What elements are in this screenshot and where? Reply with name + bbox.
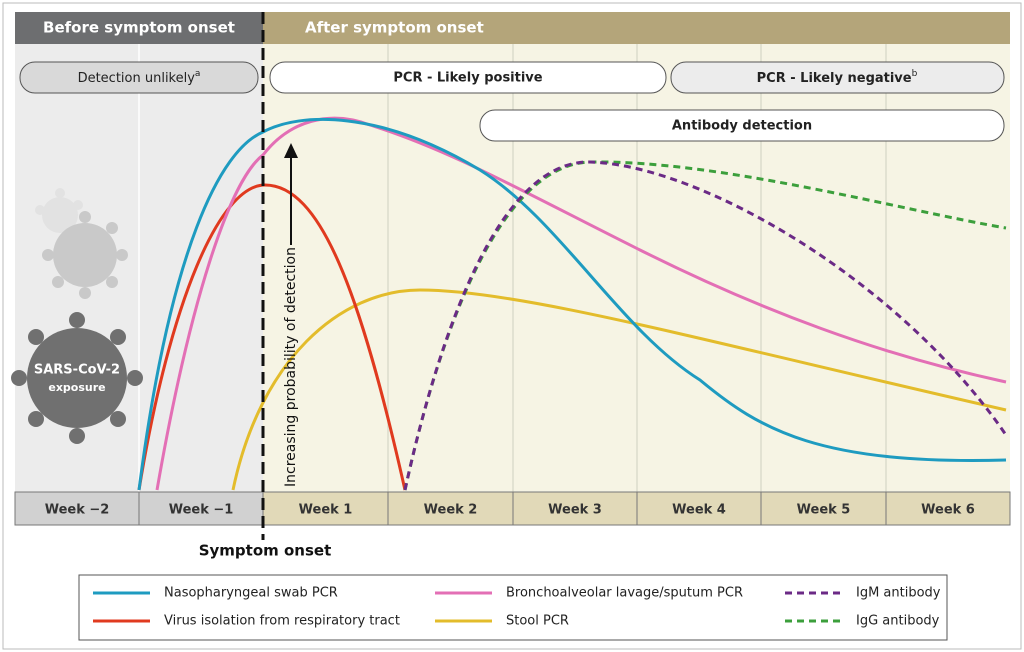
week-label: Week 5 [797, 503, 851, 518]
pill-text: Antibody detection [672, 119, 812, 134]
legend-label: IgM antibody [856, 586, 941, 601]
legend-items: Nasopharyngeal swab PCR Virus isolation f… [93, 586, 941, 629]
header-after [263, 12, 1010, 44]
legend [78, 574, 948, 641]
curve-igm [403, 160, 1008, 491]
week-label: Week −2 [45, 503, 110, 518]
footnote: a [195, 69, 201, 79]
pill-detection-unlikely [19, 61, 259, 94]
week-label: Week 2 [424, 503, 478, 518]
legend-label: Bronchoalveolar lavage/sputum PCR [506, 586, 743, 601]
legend-label: Nasopharyngeal swab PCR [164, 586, 338, 601]
footnote: b [912, 69, 918, 79]
header-before-text: Before symptom onset [43, 19, 235, 37]
week-dividers [138, 492, 887, 525]
legend-label: Stool PCR [506, 614, 569, 629]
virus-icon-medium [42, 211, 128, 299]
curve-bal [155, 116, 1007, 491]
week-label: Week 6 [921, 503, 975, 518]
week-label: Week 1 [299, 503, 353, 518]
header-before [15, 12, 263, 44]
exposure-label: exposure [48, 381, 105, 394]
legend-label: Virus isolation from respiratory tract [164, 614, 400, 629]
exposure-label: SARS-CoV-2 [34, 363, 120, 378]
curve-stool [231, 288, 1007, 491]
pill-pcr-positive [269, 61, 667, 94]
onset-label: Symptom onset [199, 542, 332, 560]
virus-icon-exposure [11, 312, 143, 444]
legend-label: IgG antibody [856, 614, 940, 629]
pill-antibody [479, 109, 1005, 142]
y-axis-label: Increasing probability of detection [283, 247, 299, 487]
curve-nasopharyngeal [137, 117, 1007, 491]
label: Detection unlikely [78, 71, 196, 86]
pill-text: PCR - Likely positive [393, 71, 542, 86]
week-label: Week 4 [672, 503, 726, 518]
pill-text: PCR - Likely negativeb [757, 69, 918, 86]
pill-pcr-negative [670, 61, 1005, 94]
label: PCR - Likely negative [757, 71, 912, 86]
virus-icon-small [35, 188, 83, 233]
pill-text: Detection unlikelya [78, 69, 201, 86]
curve-virus-isolation [137, 183, 407, 491]
week-label: Week −1 [169, 503, 234, 518]
header-after-text: After symptom onset [305, 19, 484, 37]
week-label: Week 3 [548, 503, 602, 518]
arrow-head [284, 143, 298, 158]
week-labels: Week −2 Week −1 Week 1 Week 2 Week 3 Week 4 We… [45, 503, 975, 518]
